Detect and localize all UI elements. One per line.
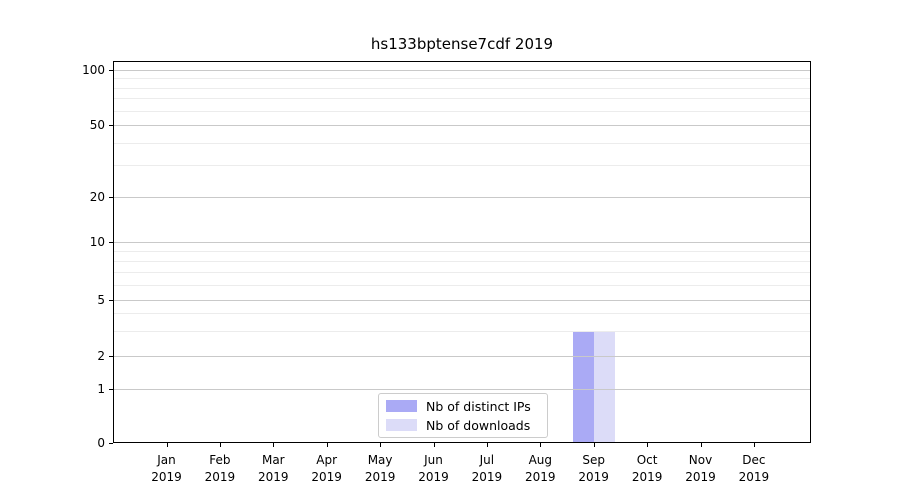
- gridline-major: [113, 242, 811, 244]
- y-tick-label: 2: [97, 348, 105, 363]
- x-tick: [753, 443, 755, 447]
- y-tick-label: 50: [89, 117, 105, 132]
- legend-swatch-distinct-ips: [386, 400, 417, 412]
- x-tick-label: Aug 2019: [525, 453, 556, 484]
- gridline-major: [113, 299, 811, 301]
- y-tick: [109, 70, 113, 71]
- legend-swatch-downloads: [386, 419, 417, 431]
- x-tick-label: Jun 2019: [418, 453, 449, 484]
- gridline-minor: [113, 284, 811, 286]
- chart-title: hs133bptense7cdf 2019: [370, 35, 554, 53]
- bars-layer: [113, 61, 811, 443]
- x-tick: [219, 443, 221, 447]
- y-tick-label: 10: [89, 235, 105, 250]
- bar-downloads: [593, 330, 615, 443]
- y-tick: [109, 196, 113, 198]
- gridline-minor: [113, 251, 811, 253]
- y-tick: [109, 124, 113, 126]
- legend: Nb of distinct IPs Nb of downloads: [378, 393, 548, 438]
- x-tick: [593, 443, 595, 447]
- x-tick: [326, 443, 328, 447]
- x-tick: [433, 443, 435, 447]
- y-tick: [109, 443, 113, 444]
- x-tick-label: May 2019: [364, 453, 396, 484]
- x-tick-label: Jan 2019: [151, 453, 182, 484]
- x-tick-label: Mar 2019: [258, 453, 289, 484]
- y-tick-label: 5: [97, 292, 105, 307]
- x-tick: [700, 443, 702, 447]
- legend-label-downloads: Nb of downloads: [426, 417, 531, 433]
- gridline-minor: [113, 142, 811, 144]
- x-tick: [166, 443, 168, 447]
- x-tick-label: Sep 2019: [578, 453, 609, 484]
- x-tick: [540, 443, 542, 447]
- y-tick: [109, 388, 113, 390]
- gridline-major: [113, 355, 811, 357]
- x-tick-label: Jul 2019: [471, 453, 503, 484]
- x-tick-label: Nov 2019: [685, 453, 716, 484]
- legend-item-distinct-ips: Nb of distinct IPs: [386, 398, 540, 414]
- gridline-minor: [113, 87, 811, 89]
- x-tick: [273, 443, 275, 447]
- gridline-minor: [113, 260, 811, 262]
- y-tick-label: 0: [97, 436, 105, 450]
- y-tick-label: 100: [82, 63, 105, 77]
- legend-label-distinct-ips: Nb of distinct IPs: [426, 398, 531, 414]
- gridline-major: [113, 70, 811, 71]
- gridline-minor: [113, 271, 811, 273]
- y-tick-label: 20: [89, 189, 105, 204]
- x-tick: [647, 443, 649, 447]
- gridline-minor: [113, 313, 811, 315]
- x-tick: [486, 443, 488, 447]
- gridline-minor: [113, 330, 811, 332]
- gridline-major: [113, 196, 811, 198]
- x-tick: [380, 443, 382, 447]
- grid-layer: [113, 61, 811, 443]
- x-tick-label: Oct 2019: [631, 453, 663, 484]
- gridline-minor: [113, 98, 811, 100]
- y-tick: [109, 355, 113, 357]
- y-tick: [109, 299, 113, 301]
- legend-item-downloads: Nb of downloads: [386, 417, 540, 433]
- y-tick: [109, 242, 113, 244]
- x-tick-label: Dec 2019: [738, 453, 770, 484]
- bar-distinct-ips: [572, 330, 594, 443]
- gridline-major: [113, 124, 811, 126]
- gridline-minor: [113, 110, 811, 112]
- gridline-minor: [113, 165, 811, 167]
- y-tick-label: 1: [97, 381, 105, 396]
- gridline-major: [113, 388, 811, 390]
- x-tick-label: Apr 2019: [311, 453, 342, 484]
- gridline-minor: [113, 78, 811, 80]
- x-tick-label: Feb 2019: [204, 453, 236, 484]
